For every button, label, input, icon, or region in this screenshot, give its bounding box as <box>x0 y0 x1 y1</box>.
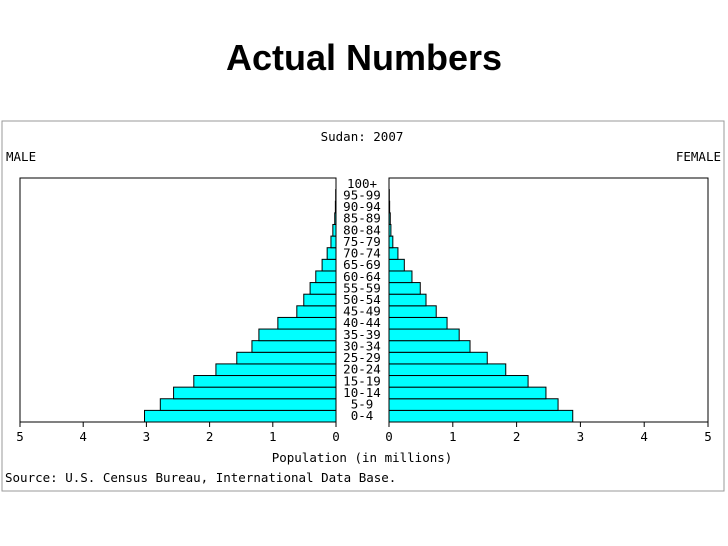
bar <box>388 375 529 388</box>
y-tick-label: 40-44 <box>343 315 381 330</box>
legend-label: MALE <box>6 149 36 164</box>
bar <box>326 247 337 260</box>
bar <box>193 375 337 388</box>
y-tick-label: 60-64 <box>343 269 381 284</box>
x-tick-label: 3 <box>143 429 151 444</box>
x-tick-label: 2 <box>513 429 521 444</box>
y-tick-label: 55-59 <box>343 280 381 295</box>
bar <box>388 293 427 307</box>
bar <box>388 305 437 318</box>
bar <box>388 328 460 342</box>
y-tick-label: 85-89 <box>343 211 381 226</box>
bar <box>334 212 337 225</box>
x-tick-label: 3 <box>577 429 585 444</box>
y-tick-label: 10-14 <box>343 385 381 400</box>
x-tick-label: 0 <box>332 429 340 444</box>
bar <box>388 363 507 377</box>
x-tick-label: 2 <box>206 429 214 444</box>
x-tick-label: 1 <box>269 429 277 444</box>
x-tick-label: 4 <box>79 429 87 444</box>
y-tick-label: 25-29 <box>343 350 381 365</box>
x-tick-label: 5 <box>704 429 712 444</box>
y-tick-label: 50-54 <box>343 292 381 307</box>
y-tick-label: 5-9 <box>351 397 374 412</box>
bar <box>321 258 337 272</box>
bar <box>215 363 337 377</box>
y-tick-label: 100+ <box>347 176 377 191</box>
bar <box>388 316 448 330</box>
bar <box>236 351 337 365</box>
y-tick-label: 45-49 <box>343 304 381 319</box>
y-tick-label: 15-19 <box>343 373 381 388</box>
y-tick-label: 80-84 <box>343 222 381 237</box>
y-tick-label: 30-34 <box>343 338 381 353</box>
bar <box>388 282 421 295</box>
bar <box>277 316 337 330</box>
slide-title: Actual Numbers <box>226 37 502 78</box>
bar <box>388 223 392 237</box>
bar <box>388 212 391 225</box>
bar <box>388 409 574 423</box>
bar <box>144 409 337 423</box>
bar <box>388 340 471 353</box>
bar <box>159 398 337 411</box>
y-tick-label: 0-4 <box>351 408 374 423</box>
y-tick-label: 35-39 <box>343 327 381 342</box>
bar <box>388 247 399 260</box>
bar <box>258 328 337 342</box>
bar <box>303 293 337 307</box>
bar <box>309 282 337 295</box>
x-tick-label: 4 <box>640 429 648 444</box>
bar <box>388 386 547 400</box>
bar <box>388 235 394 249</box>
chart-frame <box>1 120 725 492</box>
bar <box>388 398 559 411</box>
y-tick-label: 65-69 <box>343 257 381 272</box>
bar <box>251 340 337 353</box>
legend-label: FEMALE <box>676 149 721 164</box>
bar <box>332 223 337 237</box>
x-tick-label: 1 <box>449 429 457 444</box>
bar <box>315 270 337 284</box>
y-tick-label: 70-74 <box>343 246 381 261</box>
y-tick-label: 75-79 <box>343 234 381 249</box>
x-tick-label: 0 <box>385 429 393 444</box>
bar <box>334 200 337 214</box>
bar <box>388 270 413 284</box>
x-tick-label: 5 <box>16 429 24 444</box>
bar <box>173 386 337 400</box>
bar <box>296 305 337 318</box>
source-note: Source: U.S. Census Bureau, Internationa… <box>5 470 396 485</box>
bar <box>388 351 488 365</box>
bar <box>388 258 405 272</box>
y-tick-label: 95-99 <box>343 187 381 202</box>
x-axis-title: Population (in millions) <box>272 450 453 465</box>
bar <box>388 200 391 214</box>
chart-title: Sudan: 2007 <box>321 129 404 144</box>
bar <box>330 235 337 249</box>
y-tick-label: 90-94 <box>343 199 381 214</box>
y-tick-label: 20-24 <box>343 362 381 377</box>
